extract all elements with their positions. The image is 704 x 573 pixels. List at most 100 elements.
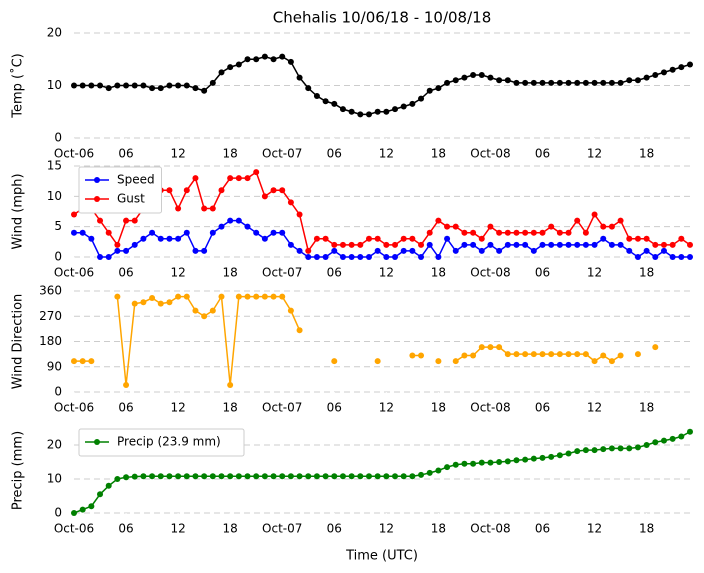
data-point bbox=[305, 254, 312, 260]
data-point bbox=[426, 469, 433, 476]
data-point bbox=[357, 254, 364, 260]
x-tick-label: 12 bbox=[587, 401, 602, 415]
data-point bbox=[131, 241, 138, 248]
y-axis-label: Wind Direction bbox=[11, 294, 26, 390]
data-point bbox=[348, 254, 355, 260]
data-point bbox=[175, 235, 182, 242]
data-point bbox=[660, 247, 667, 254]
x-tick-label: Oct-06 bbox=[54, 401, 94, 415]
data-point bbox=[166, 235, 173, 242]
data-point bbox=[418, 241, 425, 248]
legend-label: Precip (23.9 mm) bbox=[117, 435, 221, 449]
x-tick-label: Oct-08 bbox=[470, 522, 510, 536]
data-point bbox=[582, 241, 589, 248]
data-point bbox=[313, 254, 320, 260]
series-line bbox=[73, 170, 691, 253]
data-point bbox=[643, 247, 650, 254]
data-point bbox=[105, 85, 112, 92]
data-point bbox=[105, 229, 112, 236]
data-point bbox=[591, 79, 598, 86]
data-point bbox=[339, 254, 346, 260]
data-point bbox=[287, 58, 294, 65]
data-point bbox=[287, 199, 294, 206]
data-point bbox=[201, 313, 208, 320]
data-point bbox=[452, 247, 459, 254]
x-tick-label: 12 bbox=[379, 266, 394, 280]
data-point bbox=[444, 223, 451, 230]
data-point bbox=[331, 358, 338, 365]
data-point bbox=[383, 473, 390, 480]
data-point bbox=[183, 473, 190, 480]
data-point bbox=[296, 473, 303, 480]
data-point bbox=[565, 79, 572, 86]
data-point bbox=[496, 459, 503, 465]
data-point bbox=[253, 56, 260, 63]
x-tick-label: Oct-06 bbox=[54, 147, 94, 161]
data-point bbox=[279, 473, 286, 480]
data-point bbox=[418, 95, 425, 102]
data-point bbox=[574, 79, 581, 86]
x-tick-label: Oct-07 bbox=[262, 147, 302, 161]
data-point bbox=[582, 351, 589, 358]
data-point bbox=[435, 358, 442, 365]
data-point bbox=[556, 241, 563, 248]
x-tick-label: 18 bbox=[639, 401, 654, 415]
data-point bbox=[149, 229, 156, 236]
x-tick-label: 12 bbox=[170, 147, 185, 161]
data-point bbox=[209, 307, 216, 314]
data-point bbox=[209, 229, 216, 236]
data-point bbox=[287, 307, 294, 314]
data-point bbox=[270, 293, 277, 300]
data-point bbox=[565, 450, 572, 457]
legend-box bbox=[78, 166, 162, 214]
data-point bbox=[556, 229, 563, 236]
x-tick-label: Oct-07 bbox=[262, 401, 302, 415]
data-point bbox=[270, 229, 277, 236]
y-tick-label: 0 bbox=[54, 506, 62, 520]
data-point bbox=[548, 223, 555, 230]
data-point bbox=[409, 235, 416, 242]
data-point bbox=[461, 74, 468, 81]
x-tick-label: 18 bbox=[431, 147, 446, 161]
data-point bbox=[444, 464, 451, 471]
data-point bbox=[634, 351, 641, 358]
x-tick-label: Oct-08 bbox=[470, 147, 510, 161]
data-point bbox=[634, 444, 641, 451]
data-point bbox=[166, 187, 173, 194]
data-point bbox=[175, 205, 182, 212]
data-point bbox=[287, 473, 294, 480]
data-point bbox=[522, 351, 529, 358]
data-point bbox=[123, 381, 130, 388]
data-point bbox=[392, 106, 399, 113]
data-point bbox=[478, 247, 485, 254]
x-tick-label: 12 bbox=[587, 522, 602, 536]
data-point bbox=[608, 445, 615, 452]
data-point bbox=[140, 473, 147, 480]
data-point bbox=[357, 473, 364, 480]
data-point bbox=[296, 211, 303, 218]
data-point bbox=[235, 61, 242, 68]
data-point bbox=[522, 229, 529, 236]
y-tick-label: 270 bbox=[39, 309, 62, 323]
x-tick-label: 06 bbox=[118, 266, 133, 280]
data-point bbox=[435, 85, 442, 92]
data-point bbox=[522, 79, 529, 86]
data-point bbox=[582, 447, 589, 454]
data-point bbox=[478, 235, 485, 242]
data-point bbox=[365, 254, 372, 260]
data-point bbox=[600, 352, 607, 359]
data-point bbox=[548, 79, 555, 86]
data-point bbox=[452, 77, 459, 84]
legend-marker bbox=[94, 439, 100, 445]
data-point bbox=[123, 247, 130, 254]
data-point bbox=[305, 85, 312, 92]
data-point bbox=[97, 82, 104, 89]
data-point bbox=[392, 241, 399, 248]
data-point bbox=[409, 473, 416, 480]
x-tick-label: Oct-08 bbox=[470, 401, 510, 415]
data-point bbox=[687, 428, 693, 435]
data-point bbox=[574, 351, 581, 358]
y-tick-label: 15 bbox=[47, 159, 62, 173]
legend-label: Gust bbox=[117, 192, 145, 206]
data-point bbox=[305, 247, 312, 254]
